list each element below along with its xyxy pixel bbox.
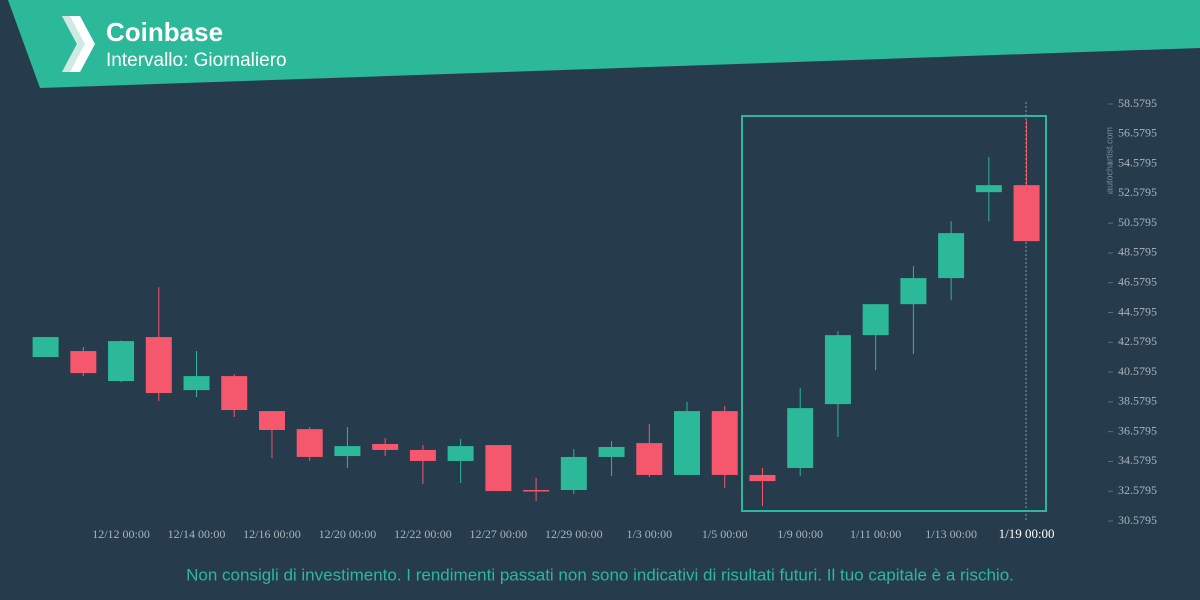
header-title: Coinbase bbox=[106, 17, 223, 47]
candle-body bbox=[145, 337, 172, 394]
candle-body bbox=[598, 446, 625, 457]
y-tick-label: 50.5795 bbox=[1118, 215, 1157, 229]
x-tick-label: 1/3 00:00 bbox=[626, 527, 672, 541]
disclaimer: Non consigli di investimento. I rendimen… bbox=[186, 565, 1014, 584]
y-tick-label: 56.5795 bbox=[1118, 126, 1157, 140]
x-tick-label: 12/12 00:00 bbox=[92, 527, 150, 541]
candle-body bbox=[523, 490, 550, 492]
candle-body bbox=[32, 337, 59, 358]
header-subtitle: Intervallo: Giornaliero bbox=[106, 50, 287, 71]
x-tick-label: 1/11 00:00 bbox=[850, 527, 901, 541]
x-tick-label: 1/19 00:00 bbox=[999, 526, 1055, 541]
candle-body bbox=[824, 335, 851, 405]
candle-body bbox=[862, 304, 889, 336]
y-tick-label: 54.5795 bbox=[1118, 155, 1157, 169]
candle-body bbox=[560, 456, 587, 491]
watermark: autochartist.com bbox=[1104, 127, 1114, 193]
candle-body bbox=[296, 429, 323, 457]
pattern-highlight bbox=[741, 115, 1047, 512]
candle-body bbox=[711, 411, 738, 475]
candle-body bbox=[485, 445, 512, 492]
candle-body bbox=[938, 233, 965, 279]
candle-body bbox=[183, 376, 210, 391]
candle-body bbox=[372, 443, 399, 450]
candle-body bbox=[749, 474, 776, 482]
x-tick-label: 1/13 00:00 bbox=[925, 527, 977, 541]
candle-body bbox=[787, 408, 814, 468]
logo bbox=[62, 16, 95, 72]
x-tick-label: 12/16 00:00 bbox=[243, 527, 301, 541]
x-tick-label: 12/27 00:00 bbox=[470, 527, 528, 541]
candle-body bbox=[447, 446, 474, 461]
candle-body bbox=[409, 449, 436, 461]
y-tick-label: 44.5795 bbox=[1118, 304, 1157, 318]
y-tick-label: 48.5795 bbox=[1118, 245, 1157, 259]
candle-body bbox=[221, 376, 248, 411]
y-tick-label: 42.5795 bbox=[1118, 334, 1157, 348]
x-tick-label: 12/29 00:00 bbox=[545, 527, 603, 541]
candle-body bbox=[258, 411, 285, 430]
x-tick-label: 12/22 00:00 bbox=[394, 527, 452, 541]
candle-body bbox=[674, 411, 701, 475]
candle-body bbox=[900, 278, 927, 305]
candle-body bbox=[636, 443, 663, 475]
y-tick-label: 38.5795 bbox=[1118, 394, 1157, 408]
y-tick-label: 46.5795 bbox=[1118, 274, 1157, 288]
header-band bbox=[8, 0, 1200, 88]
x-tick-label: 1/5 00:00 bbox=[702, 527, 748, 541]
candle-body bbox=[334, 446, 361, 457]
candle-body bbox=[108, 341, 135, 381]
y-tick-label: 32.5795 bbox=[1118, 483, 1157, 497]
y-tick-label: 34.5795 bbox=[1118, 453, 1157, 467]
x-tick-label: 12/20 00:00 bbox=[319, 527, 377, 541]
x-tick-label: 1/9 00:00 bbox=[777, 527, 823, 541]
candle-body bbox=[1013, 185, 1040, 242]
y-tick-label: 52.5795 bbox=[1118, 185, 1157, 199]
y-tick-label: 40.5795 bbox=[1118, 364, 1157, 378]
candle-body bbox=[975, 185, 1002, 193]
y-tick-label: 58.5795 bbox=[1118, 96, 1157, 110]
x-tick-label: 12/14 00:00 bbox=[168, 527, 226, 541]
y-tick-label: 30.5795 bbox=[1118, 513, 1157, 527]
candle-body bbox=[70, 351, 97, 374]
y-tick-label: 36.5795 bbox=[1118, 423, 1157, 437]
